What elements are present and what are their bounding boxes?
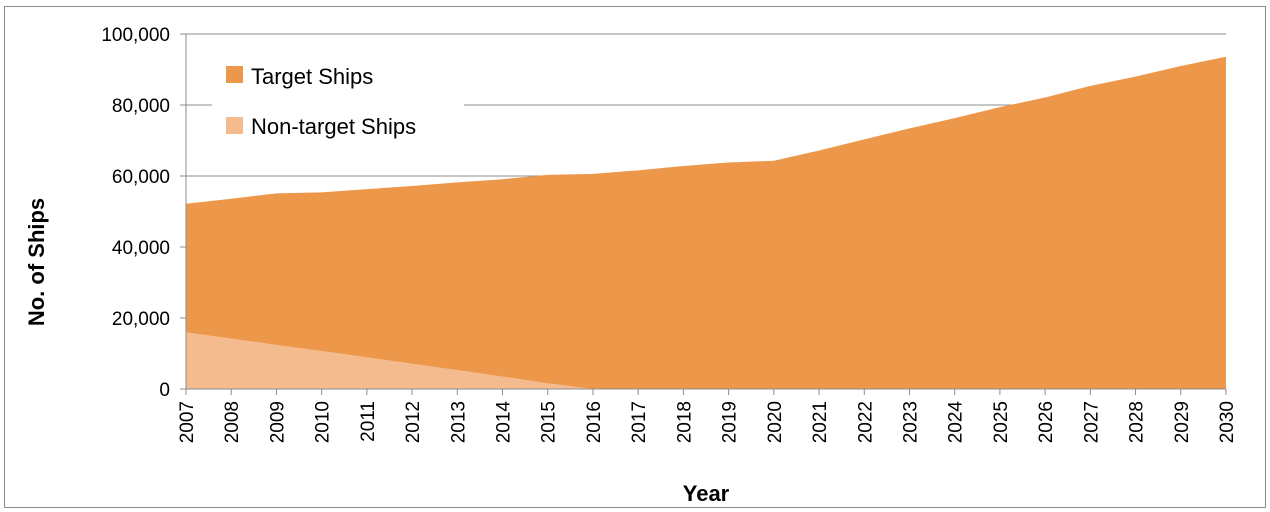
- x-tick-label-2028: 2028: [1127, 401, 1148, 443]
- y-tick-labels: 0 20,000 40,000 60,000 80,000 100,000: [101, 25, 170, 401]
- x-tick-label-2018: 2018: [674, 401, 695, 443]
- x-tick-label-2026: 2026: [1036, 401, 1057, 443]
- legend: Target Ships Non-target Ships: [212, 50, 464, 150]
- x-tick-label-2011: 2011: [358, 401, 379, 442]
- x-tick-label-2024: 2024: [946, 401, 967, 444]
- x-tick-label-2010: 2010: [313, 401, 334, 443]
- x-tick-label-2017: 2017: [629, 401, 650, 443]
- x-tick-label-2012: 2012: [403, 401, 424, 443]
- x-axis-label: Year: [683, 481, 730, 506]
- y-tick-label-2: 40,000: [112, 238, 170, 259]
- legend-label-target-ships: Target Ships: [251, 64, 373, 89]
- legend-swatch-non-target-ships: [226, 117, 243, 134]
- y-tick-label-5: 100,000: [101, 25, 170, 46]
- legend-swatch-target-ships: [226, 66, 243, 83]
- legend-label-non-target-ships: Non-target Ships: [251, 114, 416, 139]
- y-axis-label: No. of Ships: [24, 198, 49, 326]
- y-tick-label-0: 0: [159, 380, 170, 401]
- x-tick-label-2015: 2015: [539, 401, 560, 443]
- x-tick-label-2029: 2029: [1172, 401, 1193, 443]
- x-tick-label-2019: 2019: [720, 401, 741, 443]
- y-tick-label-1: 20,000: [112, 309, 170, 330]
- x-tick-label-2008: 2008: [222, 401, 243, 443]
- x-tick-label-2009: 2009: [267, 401, 288, 443]
- x-tick-label-2030: 2030: [1217, 401, 1238, 443]
- x-tick-label-2013: 2013: [448, 401, 469, 443]
- area-series-target-ships: [186, 56, 1226, 389]
- x-tick-labels: 2007 2008 2009 2010 2011 2012 2013 2014 2015 2016…: [177, 401, 1238, 444]
- legend-background: [212, 50, 464, 150]
- y-tick-label-4: 80,000: [112, 96, 170, 117]
- x-tick-label-2007: 2007: [177, 401, 198, 443]
- x-tick-label-2023: 2023: [900, 401, 921, 443]
- x-tick-label-2025: 2025: [991, 401, 1012, 443]
- axes: [180, 33, 1227, 395]
- x-tick-label-2021: 2021: [810, 401, 831, 443]
- x-tick-label-2016: 2016: [584, 401, 605, 443]
- x-tick-label-2027: 2027: [1081, 401, 1102, 443]
- area-series-non-target-ships: [186, 332, 1226, 389]
- y-tick-label-3: 60,000: [112, 167, 170, 188]
- chart-areas: [186, 56, 1226, 389]
- x-tick-label-2022: 2022: [855, 401, 876, 443]
- x-tick-label-2020: 2020: [765, 401, 786, 443]
- x-tick-label-2014: 2014: [494, 401, 515, 444]
